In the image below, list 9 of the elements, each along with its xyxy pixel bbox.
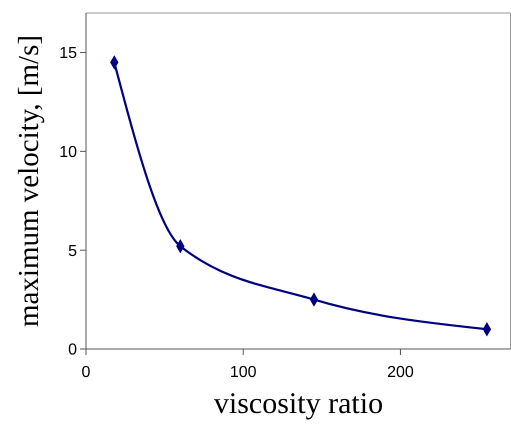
x-tick-label: 0 xyxy=(82,364,91,381)
x-tick-label: 200 xyxy=(387,364,414,381)
y-tick-label: 0 xyxy=(68,342,78,359)
y-tick-label: 5 xyxy=(68,242,78,260)
y-tick-label: 15 xyxy=(59,45,78,62)
x-axis-title: viscosity ratio xyxy=(214,387,384,420)
x-tick-label: 100 xyxy=(230,364,257,381)
y-axis-title: maximum velocity, [m/s] xyxy=(13,34,45,328)
y-tick-label: 10 xyxy=(59,144,78,161)
